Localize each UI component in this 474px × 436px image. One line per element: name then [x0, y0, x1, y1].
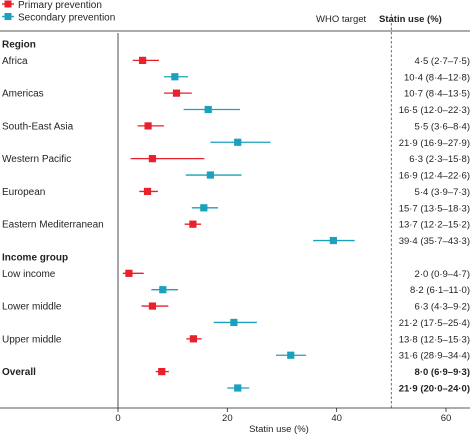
row-label: South-East Asia	[2, 121, 74, 132]
estimate-marker	[230, 318, 238, 327]
legend-secondary-label: Secondary prevention	[18, 13, 115, 24]
statin-value: 6·3 (4·3–9·2)	[415, 302, 470, 313]
statin-value: 21·9 (20·0–24·0)	[399, 383, 470, 394]
statin-value: 31·6 (28·9–34·4)	[399, 351, 470, 362]
legend: Primary prevention Secondary prevention	[2, 0, 115, 24]
statin-value: 5·4 (3·9–7·3)	[415, 187, 470, 198]
statin-value: 13·7 (12·2–15·2)	[399, 220, 470, 231]
estimate-marker	[287, 351, 295, 359]
estimate-marker	[159, 286, 167, 294]
estimate-marker	[143, 187, 152, 196]
estimate-marker	[125, 269, 133, 277]
row-label: Lower middle	[2, 302, 62, 313]
estimate-marker	[171, 73, 179, 81]
statin-use-header: Statin use (%)	[379, 14, 442, 25]
row-label: Overall	[2, 367, 36, 378]
row-label: Africa	[2, 56, 28, 67]
x-axis-label: Statin use (%)	[249, 424, 309, 435]
statin-value: 16·5 (12·0–22·3)	[399, 105, 470, 116]
estimate-marker	[158, 368, 166, 376]
estimate-marker	[200, 204, 208, 212]
estimate-marker	[144, 122, 152, 130]
x-tick-label: 20	[222, 413, 233, 424]
row-label: Upper middle	[2, 334, 62, 345]
statin-value: 21·2 (17·5–25·4)	[399, 318, 470, 329]
estimate-marker	[234, 138, 242, 146]
row-label: Western Pacific	[2, 154, 71, 165]
reference-line-layer	[117, 14, 392, 408]
x-tick-label: 60	[441, 413, 452, 424]
statin-value: 8·0 (6·9–9·3)	[415, 367, 470, 378]
rows-layer: Region Africa 4·5 (2·7–7·5) 10·4 (8·4–12·8)…	[2, 40, 470, 395]
group-header: Income group	[2, 252, 68, 263]
row-label: European	[2, 187, 45, 198]
estimate-marker	[148, 302, 157, 310]
x-tick-label: 0	[115, 413, 120, 424]
x-tick-label: 40	[331, 413, 342, 424]
statin-value: 21·9 (16·9–27·9)	[399, 138, 470, 149]
statin-value: 6·3 (2·3–15·8)	[409, 154, 470, 165]
estimate-marker	[189, 220, 197, 228]
statin-value: 13·8 (12·5–15·3)	[399, 334, 470, 345]
statin-value: 5·5 (3·6–8·4)	[415, 121, 470, 132]
who-target-header: WHO target	[316, 14, 367, 25]
estimate-marker	[189, 335, 198, 343]
statin-value: 4·5 (2·7–7·5)	[415, 56, 470, 67]
statin-value: 10·4 (8·4–12·8)	[404, 72, 470, 83]
group-header: Region	[2, 40, 36, 51]
statin-value: 16·9 (12·4–22·6)	[399, 171, 470, 182]
statin-value: 10·7 (8·4–13·5)	[404, 89, 470, 100]
statin-value: 8·2 (6·1–11·0)	[410, 285, 470, 296]
statin-value: 39·4 (35·7–43·3)	[399, 236, 470, 247]
statin-value: 15·7 (13·5–18·3)	[399, 203, 470, 214]
estimate-marker	[234, 384, 242, 392]
row-label: Eastern Mediterranean	[2, 220, 104, 231]
x-axis: 0 20 40 60	[115, 408, 451, 424]
legend-secondary-marker	[4, 13, 12, 20]
legend-primary-marker	[4, 0, 12, 8]
estimate-marker	[148, 155, 157, 163]
legend-primary-label: Primary prevention	[18, 0, 102, 11]
estimate-marker	[204, 105, 212, 114]
estimate-marker	[329, 236, 337, 245]
row-label: Low income	[2, 269, 56, 280]
estimate-marker	[206, 171, 214, 179]
estimate-marker	[172, 89, 181, 97]
row-label: Americas	[2, 89, 44, 100]
estimate-marker	[139, 56, 147, 64]
statin-value: 2·0 (0·9–4·7)	[415, 269, 470, 280]
